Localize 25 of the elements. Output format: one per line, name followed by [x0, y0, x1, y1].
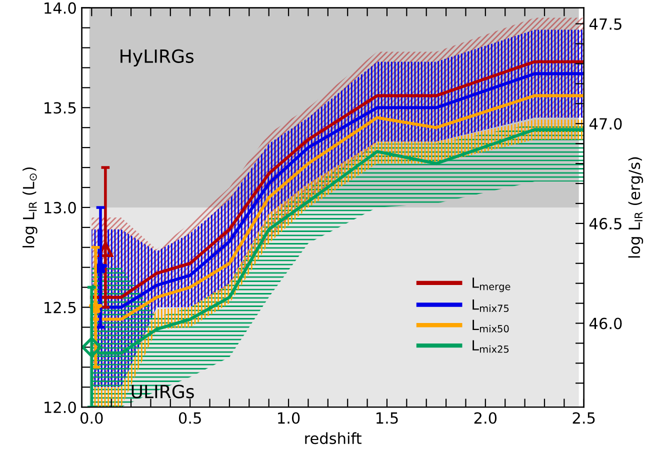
- y2-tick-label: 46.5: [589, 218, 622, 230]
- y2-tick-label: 46.0: [589, 318, 622, 330]
- band-label: ULIRGs: [132, 384, 194, 398]
- y-tick-label: 12.0: [44, 402, 76, 414]
- x-tick-label: 0.5: [178, 412, 201, 424]
- y-tick-label: 13.0: [44, 202, 76, 214]
- x-tick-label: 2.0: [474, 412, 497, 424]
- y2-tick-label: 47.5: [589, 18, 622, 30]
- x-tick-label: 0.0: [80, 412, 103, 424]
- y-tick-label: 13.5: [44, 102, 76, 114]
- y-axis-title: log L$_{IR}$ (L$_{⊙}$): [22, 167, 38, 248]
- y2-tick-label: 47.0: [589, 118, 622, 130]
- legend-label: L$_{mix50}$: [472, 320, 509, 332]
- legend-label: L$_{mix25}$: [472, 340, 509, 353]
- x-tick-label: 1.5: [376, 412, 398, 424]
- x-tick-label: 1.0: [278, 412, 300, 424]
- y-tick-label: 12.5: [44, 302, 76, 314]
- y-tick-label: 14.0: [44, 2, 76, 14]
- point: [82, 336, 102, 358]
- legend-label: L$_{mix75}$: [472, 299, 509, 312]
- legend-label: L$_{merge}$: [472, 278, 510, 292]
- x-tick-label: 2.5: [572, 412, 595, 424]
- x-axis-title: redshift: [305, 432, 362, 444]
- band-label: HyLIRGs: [120, 49, 194, 66]
- y2-axis-title: log L$_{IR}$ (erg/s): [628, 157, 644, 258]
